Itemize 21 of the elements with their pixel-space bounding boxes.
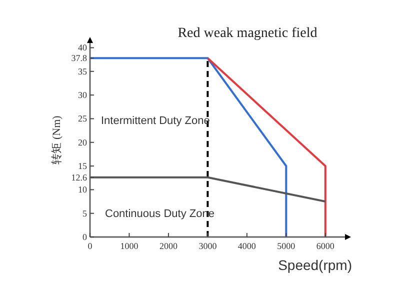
y-tick-label: 40 xyxy=(78,42,88,53)
x-tick-label: 2000 xyxy=(159,241,178,251)
y-tick-label: 30 xyxy=(78,90,88,100)
y-tick-label: 5 xyxy=(82,208,88,218)
x-axis-title: Speed(rpm) xyxy=(278,257,352,273)
y-tick-label: 20 xyxy=(78,137,88,148)
chart-title: Red weak magnetic field xyxy=(178,26,318,41)
annotation: Intermittent Duty Zone xyxy=(101,115,210,127)
x-tick-label: 4000 xyxy=(238,241,256,251)
x-tick-label: 1000 xyxy=(120,241,139,251)
y-tick-label: 35 xyxy=(78,66,88,76)
x-tick-label: 5000 xyxy=(277,241,296,251)
x-tick-label: 3000 xyxy=(198,241,218,251)
x-tick-label: 6000 xyxy=(316,241,335,251)
y-tick-label: 12.6 xyxy=(71,172,88,182)
y-tick-label: 37.8 xyxy=(71,53,88,64)
y-axis-title: 转矩 (Nm) xyxy=(51,115,63,164)
y-tick-label: 0 xyxy=(82,232,88,242)
y-tick-label: 15 xyxy=(78,161,88,172)
y-tick-label: 10 xyxy=(78,184,88,195)
y-tick-label: 25 xyxy=(78,114,88,124)
